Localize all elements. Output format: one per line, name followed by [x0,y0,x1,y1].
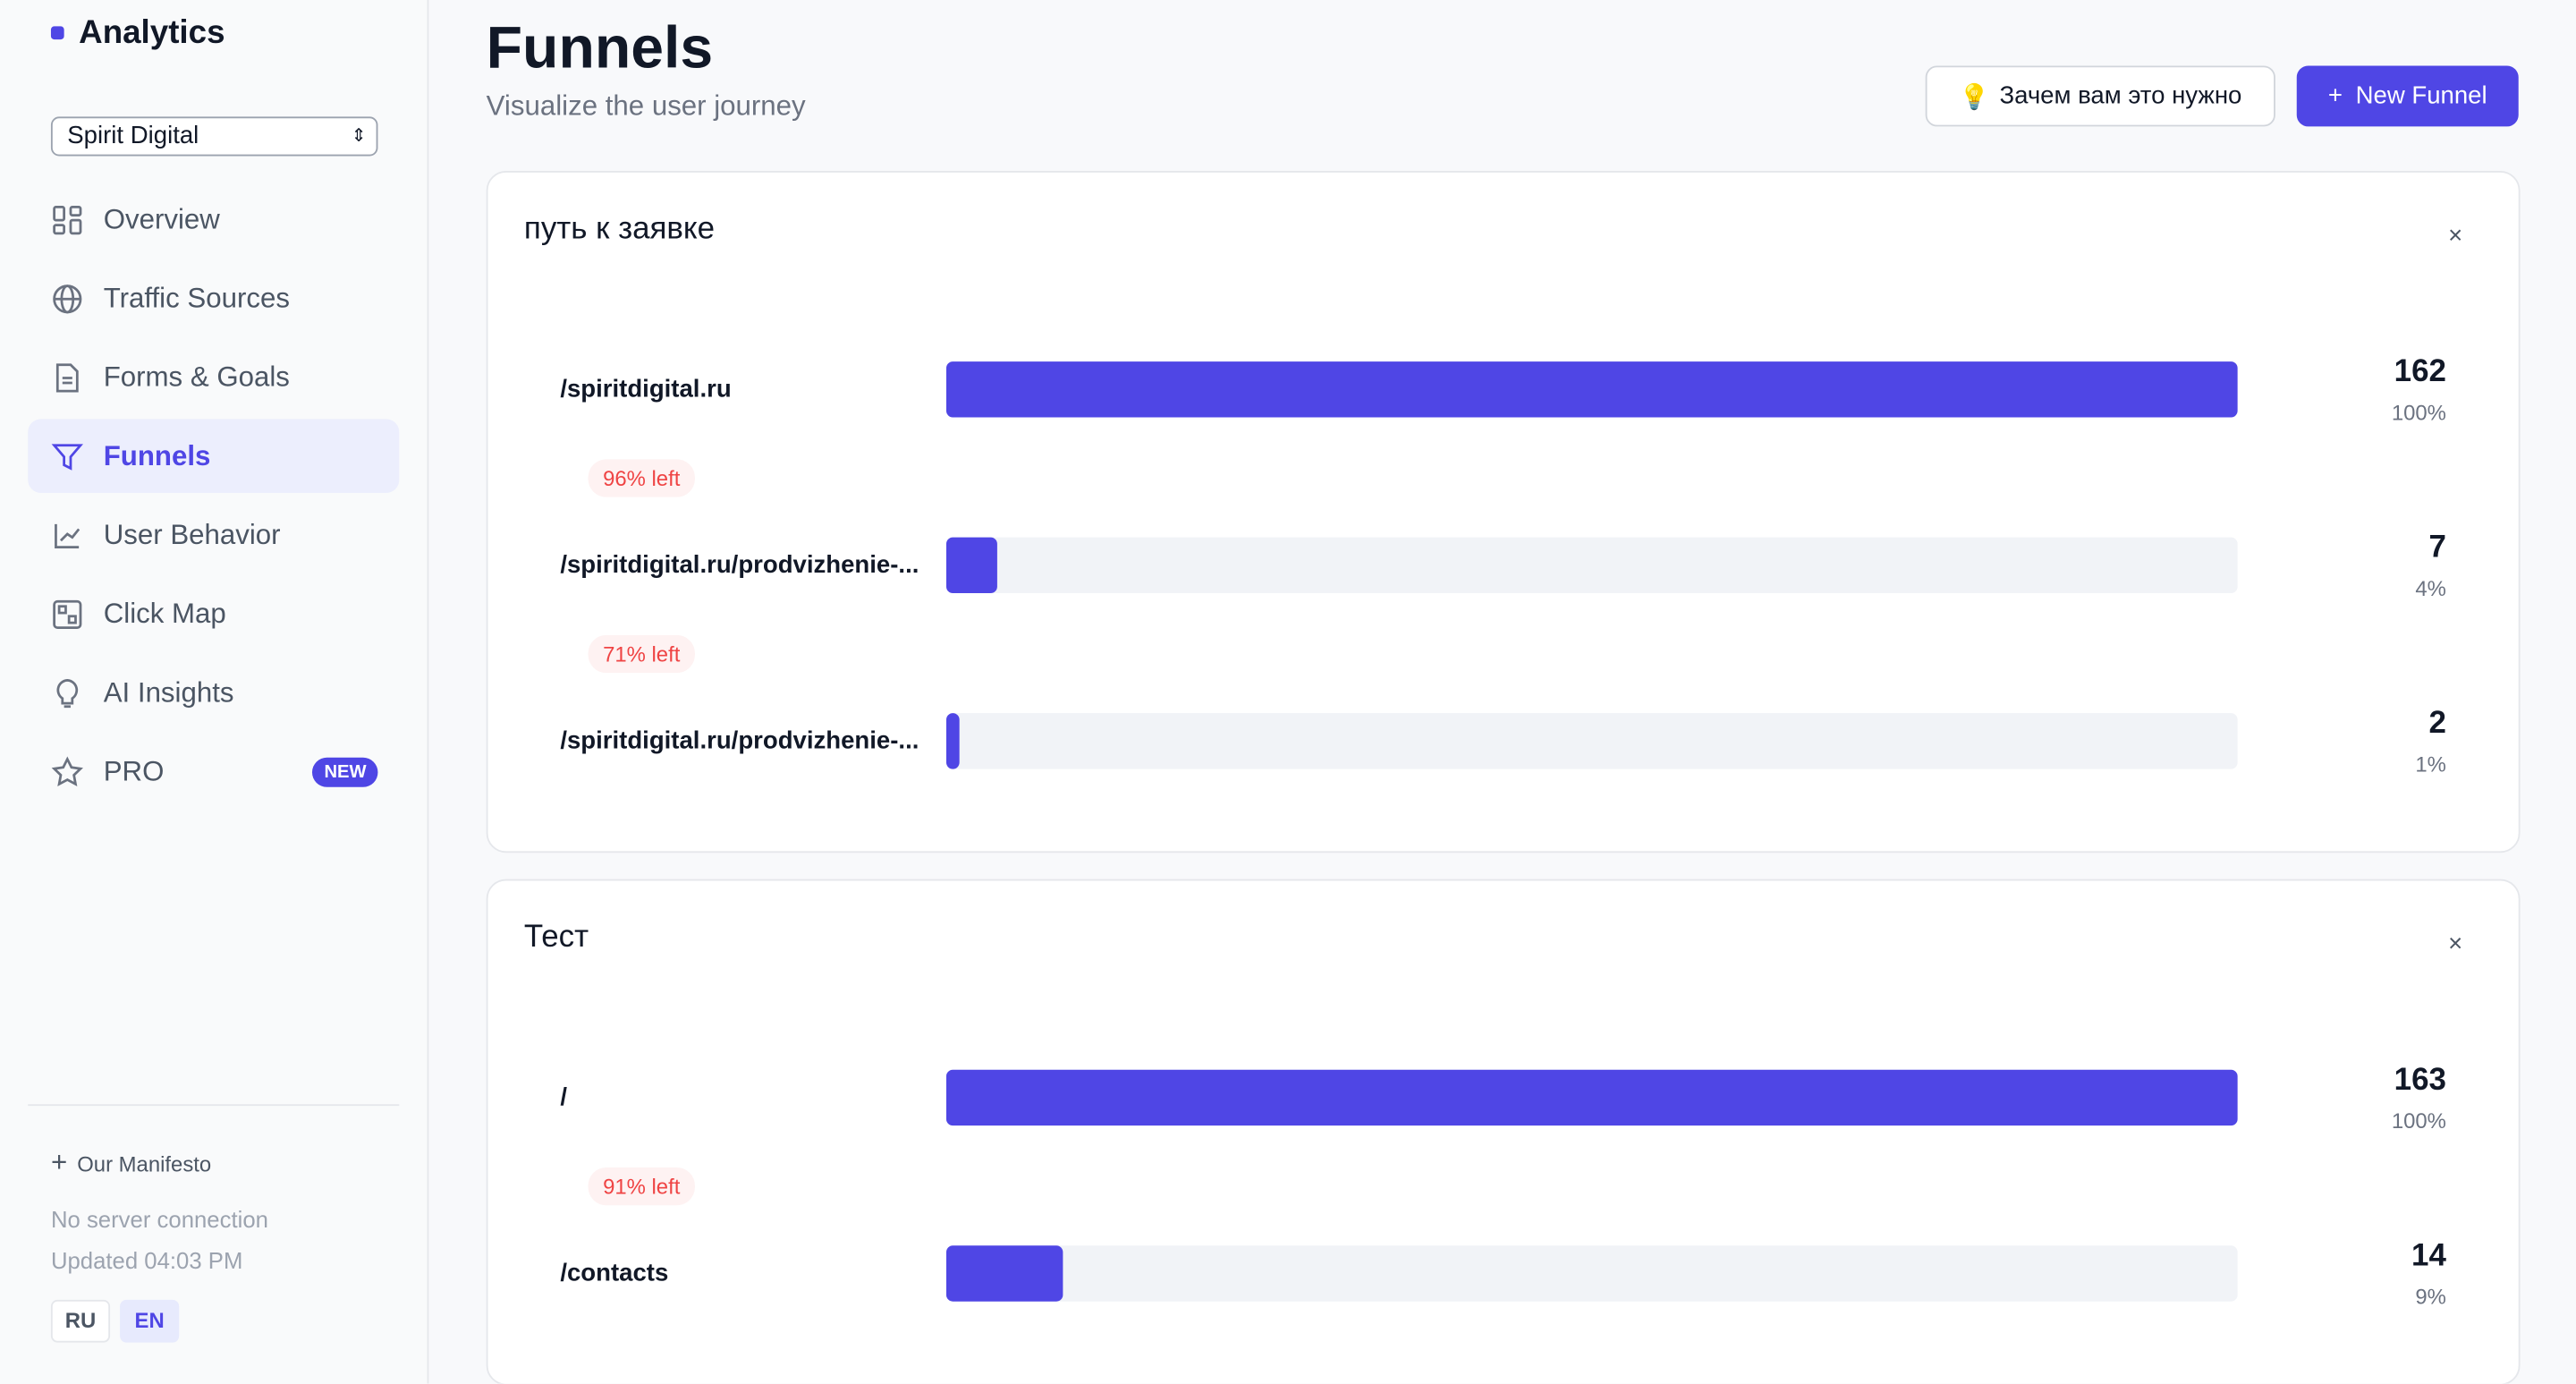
close-button[interactable]: × [2448,930,2463,958]
updated: Updated 04:03 PM [50,1247,243,1274]
step-count: 2 [2428,706,2446,742]
funnel-name: путь к заявке [523,211,716,247]
project-name: Spirit Digital [67,121,199,150]
step-count: 14 [2411,1238,2446,1274]
nav-icon [51,443,83,470]
funnel-card: Тест × / 163 100% 91% left/contacts 14 9% [486,879,2521,1384]
language-button[interactable]: RU [50,1299,111,1343]
funnel-bar [945,1245,1063,1302]
step-share: 100% [2391,400,2446,425]
new-funnel-button[interactable]: + New Funnel [2296,65,2519,127]
logo: Analytics [79,14,225,51]
nav-item[interactable]: Overview [28,183,399,257]
step-count: 163 [2394,1063,2446,1098]
funnel-bar [945,713,960,769]
drop-off-pill: 96% left [588,459,695,497]
step-share: 9% [2415,1284,2446,1309]
project-select[interactable]: Spirit Digital ⇕ [50,116,378,157]
nav-icon [53,205,82,234]
new-funnel-text: New Funnel [2355,81,2487,111]
close-button[interactable]: × [2448,221,2463,250]
sidebar: Analytics Spirit Digital ⇕ Overview Traff… [0,0,429,1384]
pro-badge: NEW [312,756,378,786]
step-path: /spiritdigital.ru [560,375,732,403]
drop-off-pill: 91% left [588,1167,695,1206]
logo-mark [50,26,64,40]
funnel-card: путь к заявке × /spiritdigital.ru 162 100% 96… [486,171,2521,853]
manifesto-text: Our Manifesto [77,1151,212,1177]
status: No server connection [50,1206,268,1233]
nav-icon [55,362,79,392]
nav-item[interactable]: Forms & Goals [28,340,399,414]
step-path: / [560,1083,567,1112]
nav-item[interactable]: AI Insights [28,656,399,730]
nav-item[interactable]: User Behavior [28,498,399,573]
step-share: 1% [2415,751,2446,777]
bar-track [945,1069,2238,1126]
nav-item[interactable]: Traffic Sources [28,261,399,335]
funnel-bar [945,537,998,594]
nav-icon [53,599,82,629]
select-arrow: ⇕ [351,126,367,147]
bar-track [945,1245,2238,1302]
step-path: /spiritdigital.ru/prodvizhenie-... [560,551,919,580]
nav-label: AI Insights [103,675,234,708]
nav-label: Overview [103,202,220,234]
nav-item[interactable]: Click Map [28,577,399,651]
nav-label: Forms & Goals [103,361,290,393]
nav-label: Click Map [103,597,226,629]
divider [28,1104,400,1107]
step-share: 4% [2415,575,2446,601]
step-count: 162 [2394,354,2446,390]
funnel-name: Тест [523,920,589,955]
manifesto-link[interactable]: + Our Manifesto [50,1147,212,1178]
bar-track [945,537,2238,594]
nav-icon [51,755,83,786]
nav-item[interactable]: Funnels [28,419,400,494]
bar-track [945,713,2238,769]
nav-icon [55,522,80,548]
nav-item[interactable]: PRO NEW [28,734,399,809]
why-button[interactable]: 💡 Зачем вам это нужно [1925,65,2275,127]
nav-icon [56,678,79,708]
funnel-bar [945,1069,2238,1126]
language-button[interactable]: EN [120,1299,180,1343]
page-title: Funnels [486,13,714,81]
drop-off-pill: 71% left [588,634,695,674]
step-path: /spiritdigital.ru/prodvizhenie-... [560,726,919,755]
step-count: 7 [2428,531,2446,565]
step-path: /contacts [560,1259,669,1288]
bar-track [945,361,2238,418]
nav-label: Traffic Sources [103,281,290,313]
nav-label: User Behavior [103,518,281,550]
nav-label: PRO [103,754,165,786]
page-subtitle: Visualize the user journey [486,90,806,122]
nav-icon [53,284,82,313]
funnel-bar [945,361,2238,418]
why-text: Зачем вам это нужно [1999,81,2242,111]
step-share: 100% [2391,1108,2446,1134]
nav-label: Funnels [103,439,211,471]
